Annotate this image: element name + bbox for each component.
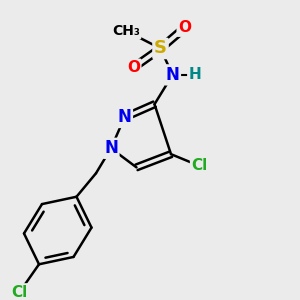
- Text: O: O: [127, 60, 140, 75]
- Text: O: O: [178, 20, 191, 35]
- Text: N: N: [104, 139, 118, 157]
- Text: N: N: [118, 109, 131, 127]
- Text: Cl: Cl: [191, 158, 208, 173]
- Text: CH₃: CH₃: [112, 24, 140, 38]
- Text: S: S: [154, 40, 167, 58]
- Text: Cl: Cl: [11, 285, 28, 300]
- Text: N: N: [166, 66, 179, 84]
- Text: H: H: [189, 68, 201, 82]
